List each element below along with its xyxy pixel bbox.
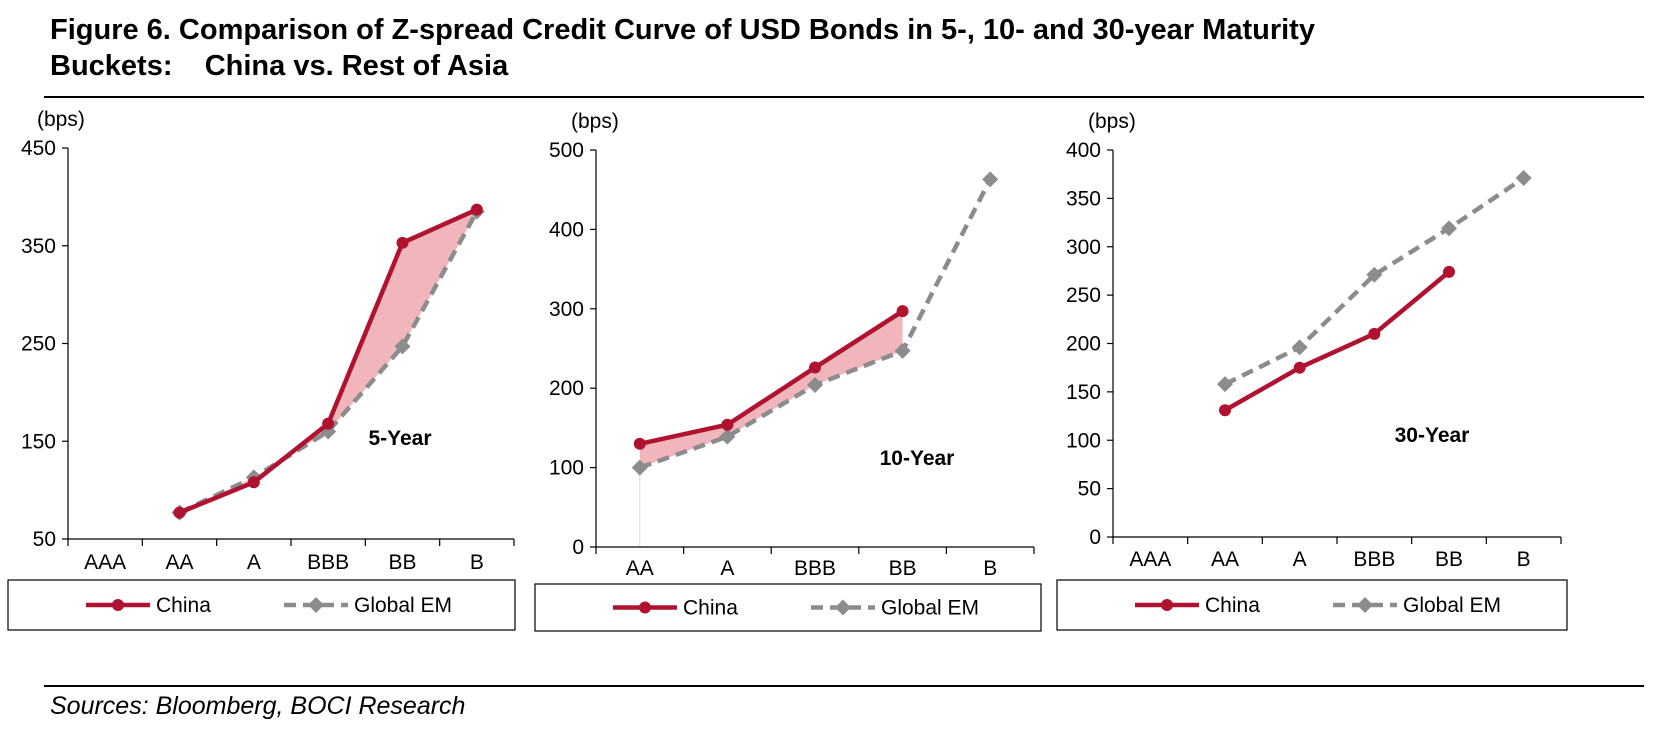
legend-global-em-marker: [835, 599, 851, 616]
x-tick-label: BB: [388, 551, 416, 574]
legend-global-em-marker: [308, 597, 324, 613]
legend-global-em-label: Global EM: [881, 597, 979, 620]
global-em-point: [982, 171, 999, 188]
y-tick-label: 50: [1078, 478, 1101, 501]
china-point: [322, 417, 335, 430]
china-line: [1223, 270, 1451, 413]
china-point: [1368, 327, 1381, 340]
global-em-point: [1291, 339, 1308, 356]
y-tick-label: 500: [549, 139, 584, 162]
china-point: [173, 506, 186, 519]
y-tick-label: 100: [1066, 429, 1101, 452]
x-tick-label: A: [247, 551, 261, 574]
y-axis-label: (bps): [571, 110, 619, 133]
y-tick-label: 0: [1089, 526, 1101, 549]
global-em-point: [1366, 266, 1383, 283]
title-rule: [44, 96, 1644, 98]
maturity-label: 5-Year: [368, 427, 431, 450]
china-point: [1443, 265, 1455, 278]
china-point: [1219, 404, 1231, 417]
global-em-point: [719, 428, 736, 445]
gap-shading: [179, 209, 477, 513]
legend: China Global EM: [7, 579, 516, 631]
figure-title: Figure 6. Comparison of Z-spread Credit …: [50, 12, 1650, 84]
y-tick-label: 250: [21, 333, 56, 356]
x-tick-label: BB: [1435, 548, 1463, 571]
x-tick-label: A: [720, 557, 734, 580]
x-tick-label: B: [1517, 548, 1531, 571]
china-point: [470, 203, 483, 216]
global-em-point: [807, 377, 823, 394]
legend-china-marker: [1161, 599, 1173, 611]
china-point: [247, 476, 260, 489]
legend: China Global EM: [1056, 579, 1568, 631]
x-tick-label: AA: [1211, 548, 1239, 571]
x-tick-label: AAA: [1129, 548, 1171, 571]
x-tick-label: BBB: [307, 551, 349, 574]
global-em-point: [894, 342, 911, 359]
maturity-label: 30-Year: [1395, 424, 1470, 447]
global-em-line: [1224, 176, 1525, 387]
y-tick-label: 400: [549, 218, 584, 241]
china-line: [639, 309, 904, 446]
global-em-point: [1441, 220, 1457, 237]
legend-china-label: China: [683, 597, 738, 620]
china-point: [721, 418, 734, 431]
global-em-line: [178, 210, 479, 515]
x-tick-label: BB: [889, 557, 917, 580]
y-tick-label: 50: [33, 528, 56, 551]
china-point: [1293, 361, 1306, 374]
maturity-label: 10-Year: [880, 447, 955, 470]
x-tick-label: AAA: [84, 551, 126, 574]
x-tick-label: B: [983, 557, 997, 580]
global-em-point: [1217, 376, 1233, 393]
y-tick-label: 100: [549, 457, 584, 480]
y-axis-label: (bps): [37, 108, 85, 131]
y-tick-label: 350: [21, 235, 56, 258]
x-tick-label: AA: [626, 557, 654, 580]
y-tick-label: 150: [1066, 381, 1101, 404]
x-tick-label: B: [470, 551, 484, 574]
legend-global-em-label: Global EM: [354, 594, 452, 617]
gap-shading: [639, 311, 903, 468]
y-axis-label: (bps): [1088, 110, 1136, 133]
legend-china-marker: [112, 599, 124, 611]
legend-global-em-label: Global EM: [1403, 594, 1501, 617]
legend-china-label: China: [156, 594, 211, 617]
figure-title-line-1: Figure 6. Comparison of Z-spread Credit …: [50, 14, 1315, 46]
y-tick-label: 400: [1066, 139, 1101, 162]
y-tick-label: 450: [21, 137, 56, 160]
y-tick-label: 150: [21, 430, 56, 453]
global-em-point: [631, 459, 648, 476]
x-tick-label: AA: [165, 551, 193, 574]
y-tick-label: 200: [549, 377, 584, 400]
legend: China Global EM: [534, 583, 1042, 632]
y-tick-label: 0: [572, 536, 584, 559]
x-tick-label: BBB: [1353, 548, 1395, 571]
global-em-point: [394, 338, 411, 355]
y-tick-label: 300: [1066, 236, 1101, 259]
legend-china-label: China: [1205, 594, 1260, 617]
china-point: [396, 236, 409, 249]
y-tick-label: 250: [1066, 284, 1101, 307]
x-tick-label: A: [1293, 548, 1307, 571]
source-rule: [44, 685, 1644, 687]
y-tick-label: 200: [1066, 333, 1101, 356]
global-em-point: [1515, 170, 1532, 187]
china-point: [633, 437, 646, 450]
legend-global-em-marker: [1357, 597, 1373, 613]
legend-china-marker: [639, 601, 651, 614]
global-em-line: [639, 178, 993, 470]
figure-title-line-2: Buckets: China vs. Rest of Asia: [50, 50, 509, 82]
china-point: [809, 361, 821, 374]
china-point: [896, 305, 909, 318]
y-tick-label: 300: [549, 298, 584, 321]
x-tick-label: BBB: [794, 557, 836, 580]
y-tick-label: 350: [1066, 187, 1101, 210]
source-note: Sources: Bloomberg, BOCI Research: [50, 692, 466, 720]
